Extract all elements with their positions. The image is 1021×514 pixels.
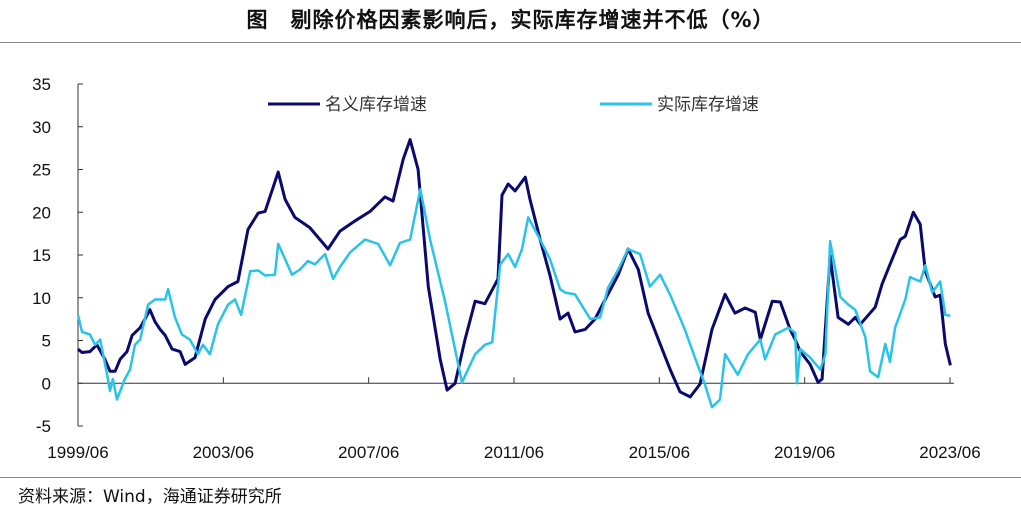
title-divider: [0, 42, 1021, 43]
y-tick-label: 5: [42, 332, 51, 351]
legend-label: 名义库存增速: [325, 95, 427, 115]
x-tick-label: 1999/06: [47, 443, 108, 462]
x-tick-label: 2023/06: [919, 443, 980, 462]
y-tick-label: 35: [32, 75, 51, 94]
x-tick-label: 2015/06: [629, 443, 690, 462]
x-tick-label: 2019/06: [774, 443, 835, 462]
series-line-nominal: [77, 138, 952, 399]
x-tick-label: 2011/06: [484, 443, 544, 462]
y-tick-label: -5: [36, 417, 51, 436]
legend-label: 实际库存增速: [657, 95, 759, 115]
chart-title: 图 剔除价格因素影响后，实际库存增速并不低（%）: [246, 8, 775, 32]
source-note: 资料来源：Wind，海通证券研究所: [18, 487, 282, 507]
y-tick-label: 30: [32, 118, 51, 137]
series-line-real: [76, 187, 951, 409]
source-divider: [0, 477, 1021, 478]
y-tick-label: 10: [32, 289, 51, 308]
y-tick-label: 15: [32, 246, 51, 265]
x-tick-label: 2007/06: [338, 443, 399, 462]
x-tick-label: 2003/06: [193, 443, 254, 462]
y-tick-label: 20: [32, 203, 51, 222]
y-tick-label: 25: [32, 161, 51, 180]
y-tick-label: 0: [42, 374, 51, 393]
